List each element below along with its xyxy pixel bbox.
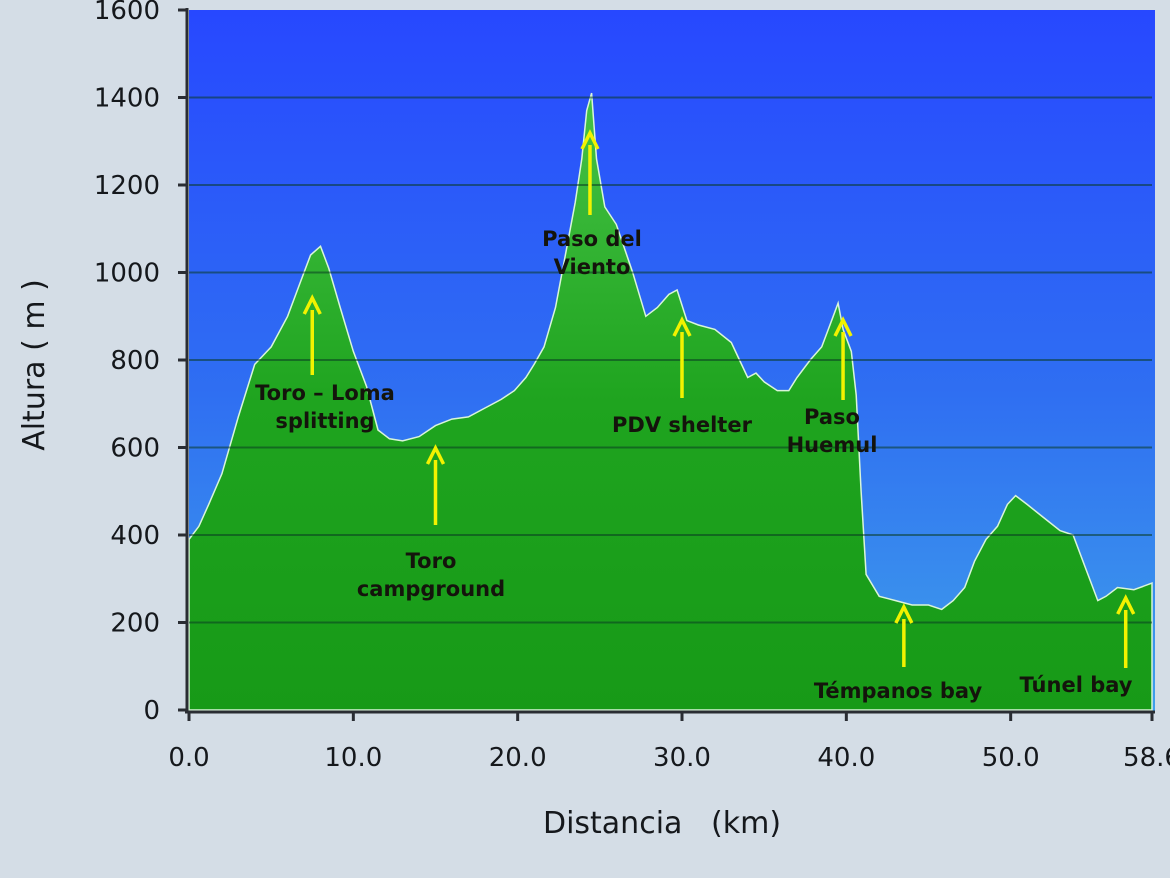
annotation-label: Toro – Loma	[255, 381, 395, 405]
annotation-label: splitting	[275, 409, 374, 433]
y-tick-label: 1400	[94, 84, 160, 114]
annotation-label: Paso del	[542, 227, 642, 251]
annotation-arrow-head	[425, 444, 446, 465]
annotation-pdv-shelter: PDV shelter	[612, 316, 753, 437]
annotation-paso-huemul: Paso Huemul	[787, 316, 878, 457]
annotation-label: Viento	[554, 255, 631, 279]
y-tick-label: 600	[110, 434, 160, 464]
annotation-label: Toro	[406, 549, 457, 573]
x-axis-title: Distancia (km)	[543, 806, 781, 841]
y-tick-label: 1000	[94, 259, 160, 289]
gridlines	[189, 96, 1152, 624]
annotation-label: Huemul	[787, 433, 878, 457]
annotation-label: Túnel bay	[1020, 673, 1133, 697]
annotation-paso-del-viento: Paso del Viento	[542, 129, 642, 279]
y-tick-label: 200	[110, 609, 160, 639]
x-tick-label: 10.0	[324, 743, 382, 773]
y-axis-ticks: 0 200 400 600 800 1000 1200 1400 1600	[94, 0, 188, 726]
annotation-arrow-head	[302, 294, 322, 315]
annotation-toro-campground: Toro campground	[357, 444, 505, 601]
annotation-arrow-head	[833, 316, 853, 337]
x-tick-label: 30.0	[653, 743, 711, 773]
y-tick-label: 1600	[94, 0, 160, 26]
annotation-tunel-bay: Túnel bay	[1020, 594, 1136, 697]
annotation-toro-loma: Toro – Loma splitting	[255, 294, 395, 433]
annotation-arrow-head	[894, 603, 914, 624]
annotation-arrow-head	[672, 316, 692, 337]
x-tick-label: 50.0	[982, 743, 1040, 773]
y-tick-label: 800	[110, 346, 160, 376]
elevation-area	[188, 92, 1153, 711]
x-tick-label: 20.0	[489, 743, 547, 773]
y-axis-title: Altura ( m )	[17, 279, 52, 451]
annotation-label: PDV shelter	[612, 413, 753, 437]
x-tick-label: 40.0	[817, 743, 875, 773]
annotation-label: Paso	[804, 405, 860, 429]
y-tick-label: 1200	[94, 171, 160, 201]
y-tick-label: 0	[143, 696, 160, 726]
annotation-arrow-head	[580, 129, 600, 150]
annotation-label: Témpanos bay	[814, 679, 983, 703]
x-tick-label: 58.6	[1123, 743, 1170, 773]
annotations: Toro – Loma splitting Toro campground Paso d…	[255, 129, 1136, 703]
annotation-label: campground	[357, 577, 505, 601]
x-tick-label: 0.0	[168, 743, 209, 773]
annotation-tempanos-bay: Témpanos bay	[814, 603, 983, 703]
annotation-arrow-head	[1116, 594, 1136, 615]
y-tick-label: 400	[110, 521, 160, 551]
x-axis-ticks: 0.0 10.0 20.0 30.0 40.0 50.0 58.6	[168, 711, 1170, 773]
